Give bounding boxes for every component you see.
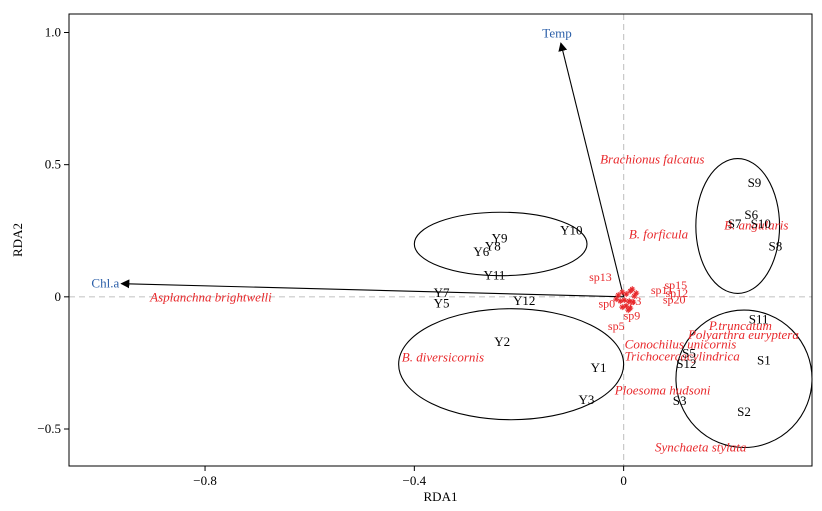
site-label-s8: S8 — [769, 239, 783, 254]
y-tick-label-2: 0.5 — [45, 157, 61, 172]
group-ellipses — [398, 158, 813, 449]
site-label-y8: Y8 — [485, 239, 501, 254]
species-marker-9 — [623, 303, 630, 310]
y-tick-label-1: 0 — [55, 289, 62, 304]
x-tick-label-0: −0.8 — [193, 473, 217, 488]
species-label-p-truncatum: P.truncatum — [708, 318, 772, 333]
species-label-b-forficula: B. forficula — [629, 227, 689, 242]
species-label-synchaeta-stylata: Synchaeta stylata — [655, 439, 747, 454]
species-marker-6 — [621, 297, 628, 304]
species-label-trichocercacylindrica: Trichocercacylindrica — [625, 348, 741, 363]
species-marker-8 — [630, 299, 637, 306]
env-arrow-chl-a — [120, 279, 624, 298]
species-marker-4 — [631, 293, 638, 300]
site-label-y5: Y5 — [434, 295, 450, 310]
site-label-s7: S7 — [728, 216, 742, 231]
x-tick-label-1: −0.4 — [403, 473, 427, 488]
species-label-ploesoma-hudsoni: Ploesoma hudsoni — [614, 383, 711, 398]
site-label-y6: Y6 — [473, 244, 489, 259]
env-label-temp: Temp — [542, 25, 571, 40]
site-label-y12: Y12 — [513, 293, 535, 308]
ellipse-y-lower-group — [398, 308, 625, 421]
plot-frame — [68, 13, 813, 467]
species-label-asplanchna-brightwelli: Asplanchna brightwelli — [149, 290, 272, 305]
species-marker-1 — [619, 289, 626, 296]
site-label-y7: Y7 — [434, 285, 450, 300]
species-label-b-diversicornis: B. diversicornis — [402, 350, 484, 365]
x-tick-label-2: 0 — [620, 473, 627, 488]
species-label-sp12: sp12 — [665, 286, 688, 300]
ellipse-y-upper-group — [413, 211, 588, 277]
env-label-chl-a: Chl.a — [91, 275, 119, 290]
site-label-s12: S12 — [676, 356, 696, 371]
site-label-y10: Y10 — [560, 223, 582, 238]
species-marker-10 — [619, 304, 626, 311]
species-label-sp15: sp15 — [664, 278, 687, 292]
species-label-sp11: sp11 — [651, 283, 673, 297]
species-label-polyarthra-euryptera: Polyarthra euryptera — [687, 327, 799, 342]
species-marker-5 — [617, 298, 624, 305]
site-label-y3: Y3 — [579, 392, 595, 407]
site-label-s2: S2 — [737, 404, 751, 419]
species-marker-0 — [615, 292, 622, 299]
species-label-conochilus-unicornis: Conochilus unicornis — [625, 336, 737, 351]
species-marker-2 — [623, 291, 630, 298]
site-label-s10: S10 — [751, 216, 771, 231]
site-label-s5: S5 — [682, 346, 696, 361]
site-label-y9: Y9 — [492, 231, 508, 246]
env-arrow-temp — [558, 42, 625, 297]
species-marker-14 — [629, 286, 636, 293]
species-label-b-angularis: B. angularis — [724, 217, 788, 232]
species-marker-12 — [633, 290, 640, 297]
species-points: Brachionus falcatus B. angularis B. forfic… — [149, 151, 799, 454]
species-marker-11 — [627, 305, 634, 312]
site-label-s3: S3 — [673, 393, 687, 408]
site-label-s1: S1 — [757, 352, 771, 367]
species-label-brachionus-falcatus: Brachionus falcatus — [600, 151, 704, 166]
site-label-y1: Y1 — [591, 360, 607, 375]
species-label-sp20: sp20 — [663, 292, 686, 306]
site-label-y11: Y11 — [483, 268, 505, 283]
species-marker-7 — [626, 298, 633, 305]
species-marker-13 — [613, 296, 620, 303]
reference-lines — [69, 14, 812, 466]
species-label-sp3: sp3 — [625, 294, 642, 308]
y-tick-label-3: 1.0 — [45, 25, 61, 40]
y-tick-label-0: −0.5 — [37, 421, 61, 436]
species-label-sp5: sp5 — [608, 319, 625, 333]
env-vectors: Temp Chl.a — [91, 25, 625, 298]
species-marker-15 — [625, 307, 632, 314]
species-label-sp13: sp13 — [589, 270, 612, 284]
ellipse-s-upper-group — [695, 158, 781, 294]
site-label-s9: S9 — [748, 175, 762, 190]
site-label-s11: S11 — [749, 311, 769, 326]
site-label-y2: Y2 — [494, 334, 510, 349]
site-label-s6: S6 — [744, 207, 758, 222]
x-axis-title: RDA1 — [424, 489, 458, 504]
y-axis-title: RDA2 — [10, 223, 25, 257]
species-label-sp9: sp9 — [624, 308, 641, 322]
species-label-sp0: sp0 — [599, 296, 616, 310]
